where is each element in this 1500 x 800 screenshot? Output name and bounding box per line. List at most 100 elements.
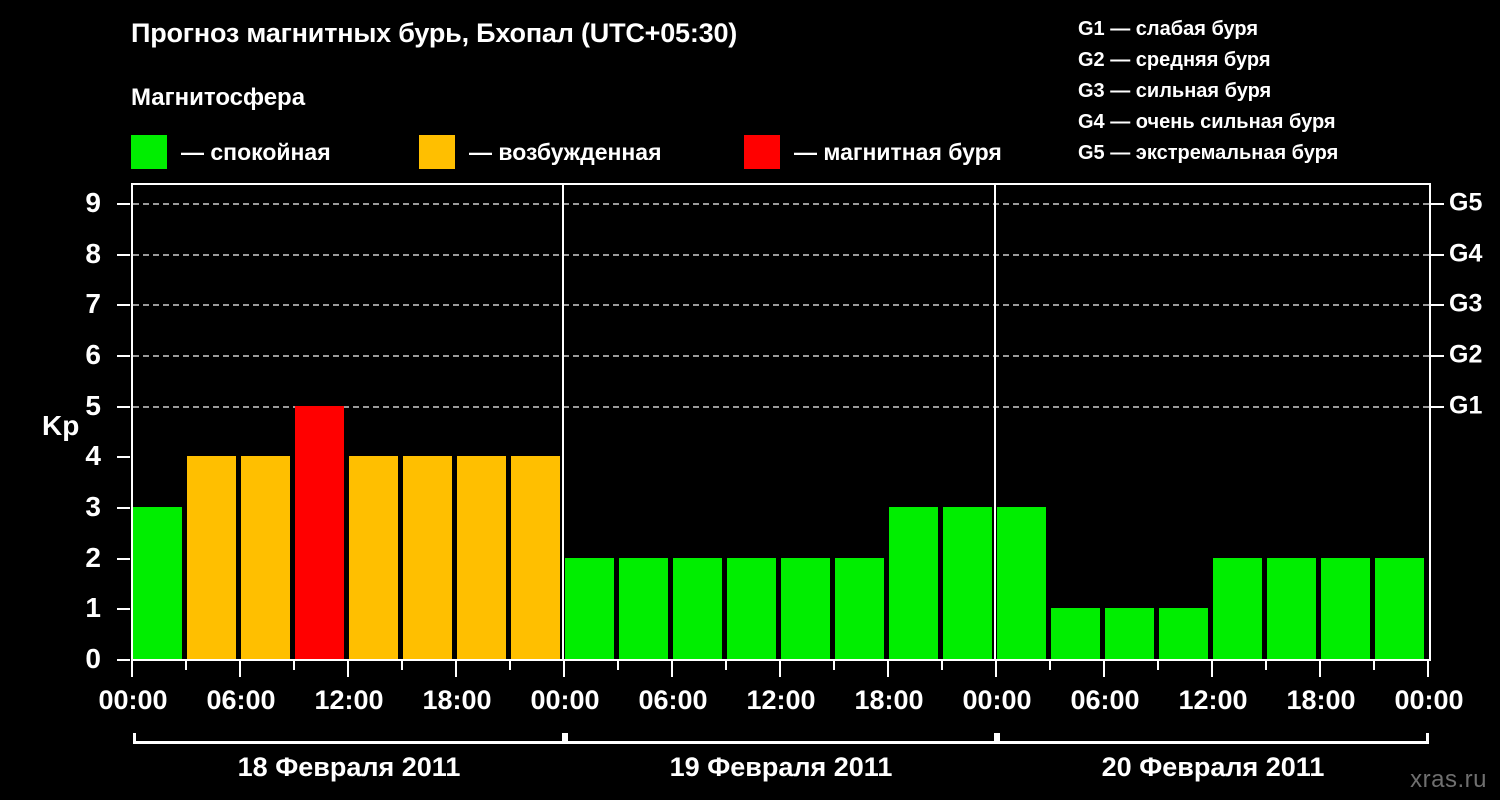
g-scale-legend: G1 — слабая буря G2 — средняя буря G3 — си… xyxy=(1078,14,1498,169)
kp-tick-mark xyxy=(117,203,130,205)
date-bracket-cap xyxy=(565,733,568,744)
time-axis-label: 00:00 xyxy=(1394,685,1464,715)
chart-bar xyxy=(241,456,290,659)
chart-bar xyxy=(1051,608,1100,659)
chart-bar xyxy=(403,456,452,659)
time-tick-mark xyxy=(131,661,133,677)
time-axis-label: 18:00 xyxy=(1286,685,1356,715)
g-scale-code: G1 xyxy=(1078,18,1105,40)
g-tick-mark xyxy=(1431,355,1444,357)
kp-tick-mark xyxy=(117,253,130,256)
chart-bar xyxy=(457,456,506,659)
g-scale-code: G2 xyxy=(1078,49,1105,71)
kp-tick-label: 5 xyxy=(85,389,101,421)
chart-bar xyxy=(835,557,884,659)
legend-entry-label: — возбужденная xyxy=(469,138,662,165)
kp-tick-label: 8 xyxy=(85,237,101,269)
chart-gridline xyxy=(133,304,1429,307)
g-scale-legend-row: G5 — экстремальная буря xyxy=(1078,138,1498,169)
time-tick-mark xyxy=(1103,661,1105,677)
chart-bar xyxy=(349,456,398,659)
magnetosphere-legend-entry: — возбужденная xyxy=(419,133,662,171)
time-axis-label: 00:00 xyxy=(530,685,600,715)
kp-tick-label: 7 xyxy=(85,288,101,320)
date-bracket-cap xyxy=(994,733,997,744)
time-axis-label: 12:00 xyxy=(1178,685,1248,715)
time-axis-label: 12:00 xyxy=(746,685,816,715)
magnetosphere-legend-entry: — магнитная буря xyxy=(744,133,1002,171)
kp-tick-mark xyxy=(117,456,130,459)
kp-axis-tick-marks xyxy=(117,183,131,661)
date-bracket-cap xyxy=(133,733,136,744)
time-axis-label: 12:00 xyxy=(314,685,384,715)
legend-entry-label: — магнитная буря xyxy=(794,138,1002,165)
date-label: 20 Февраля 2011 xyxy=(1101,752,1325,782)
page-title: Прогноз магнитных бурь, Бхопал (UTC+05:3… xyxy=(131,18,738,48)
kp-tick-label: 6 xyxy=(85,339,101,370)
time-axis-label: 06:00 xyxy=(638,685,708,715)
time-tick-mark xyxy=(1427,661,1429,677)
time-tick-mark xyxy=(239,661,241,677)
time-tick-mark xyxy=(1049,661,1051,670)
chart-bar xyxy=(187,456,236,659)
chart-bar xyxy=(565,557,614,659)
time-tick-mark xyxy=(1319,661,1321,677)
time-axis-label: 18:00 xyxy=(422,685,492,715)
g-scale-code: G4 xyxy=(1078,111,1105,133)
day-divider-line xyxy=(994,185,996,659)
g-tick-label: G3 xyxy=(1449,289,1483,318)
chart-bar xyxy=(889,507,938,659)
time-tick-mark xyxy=(455,661,457,677)
time-tick-mark xyxy=(563,661,565,677)
time-tick-mark xyxy=(1373,661,1375,670)
time-tick-mark xyxy=(1211,661,1213,677)
chart-bar xyxy=(1105,608,1154,659)
g-scale-legend-row: G3 — сильная буря xyxy=(1078,76,1498,107)
time-tick-mark xyxy=(887,661,889,677)
g-scale-description: — экстремальная буря xyxy=(1104,142,1339,164)
date-bracket-cap xyxy=(562,733,565,744)
g-scale-legend-row: G4 — очень сильная буря xyxy=(1078,107,1498,138)
kp-tick-mark xyxy=(117,557,130,560)
date-label: 18 Февраля 2011 xyxy=(237,752,461,782)
kp-tick-mark xyxy=(117,608,130,611)
chart-bar xyxy=(997,507,1046,659)
chart-bar xyxy=(1375,557,1424,659)
time-axis-labels: 00:00 06:00 12:00 18:00 00:00 06:00 12:00 18:00… xyxy=(0,685,1500,719)
chart-plot-area xyxy=(131,183,1431,661)
kp-tick-mark xyxy=(117,507,130,509)
time-tick-mark xyxy=(833,661,835,670)
g-axis-tick-marks xyxy=(1431,183,1445,661)
time-tick-mark xyxy=(1157,661,1159,670)
time-tick-mark xyxy=(671,661,673,677)
kp-tick-mark xyxy=(117,405,130,408)
chart-bar xyxy=(1267,557,1316,659)
chart-bar xyxy=(781,557,830,659)
legend-color-swatch xyxy=(744,135,780,169)
kp-tick-mark xyxy=(117,304,130,307)
time-tick-mark xyxy=(185,661,187,670)
g-tick-mark xyxy=(1431,405,1444,408)
date-brackets: 18 Февраля 2011 19 Февраля 2011 20 Февраля… xyxy=(0,733,1500,795)
chart-gridline xyxy=(133,203,1429,205)
g-scale-description: — сильная буря xyxy=(1104,80,1272,102)
g-scale-legend-row: G2 — средняя буря xyxy=(1078,45,1498,76)
time-axis-label: 00:00 xyxy=(962,685,1032,715)
time-tick-mark xyxy=(293,661,295,670)
time-axis-label: 18:00 xyxy=(854,685,924,715)
g-tick-label: G1 xyxy=(1449,391,1483,420)
date-bracket-line xyxy=(565,741,997,744)
time-tick-mark xyxy=(779,661,781,677)
time-tick-mark xyxy=(725,661,727,670)
chart-bar xyxy=(1159,608,1208,659)
kp-tick-label: 3 xyxy=(85,491,101,522)
chart-bar xyxy=(673,557,722,659)
legend-color-swatch xyxy=(131,135,167,169)
kp-tick-label: 4 xyxy=(85,440,101,472)
chart-bar xyxy=(727,557,776,659)
kp-axis-tick-labels: 0 1 2 3 4 5 6 7 8 9 xyxy=(61,183,101,674)
kp-tick-label: 0 xyxy=(85,643,101,674)
g-axis-tick-labels: G1 G2 G3 G4 G5 xyxy=(1449,183,1500,661)
chart-gridline xyxy=(133,355,1429,357)
date-label: 19 Февраля 2011 xyxy=(669,752,893,782)
